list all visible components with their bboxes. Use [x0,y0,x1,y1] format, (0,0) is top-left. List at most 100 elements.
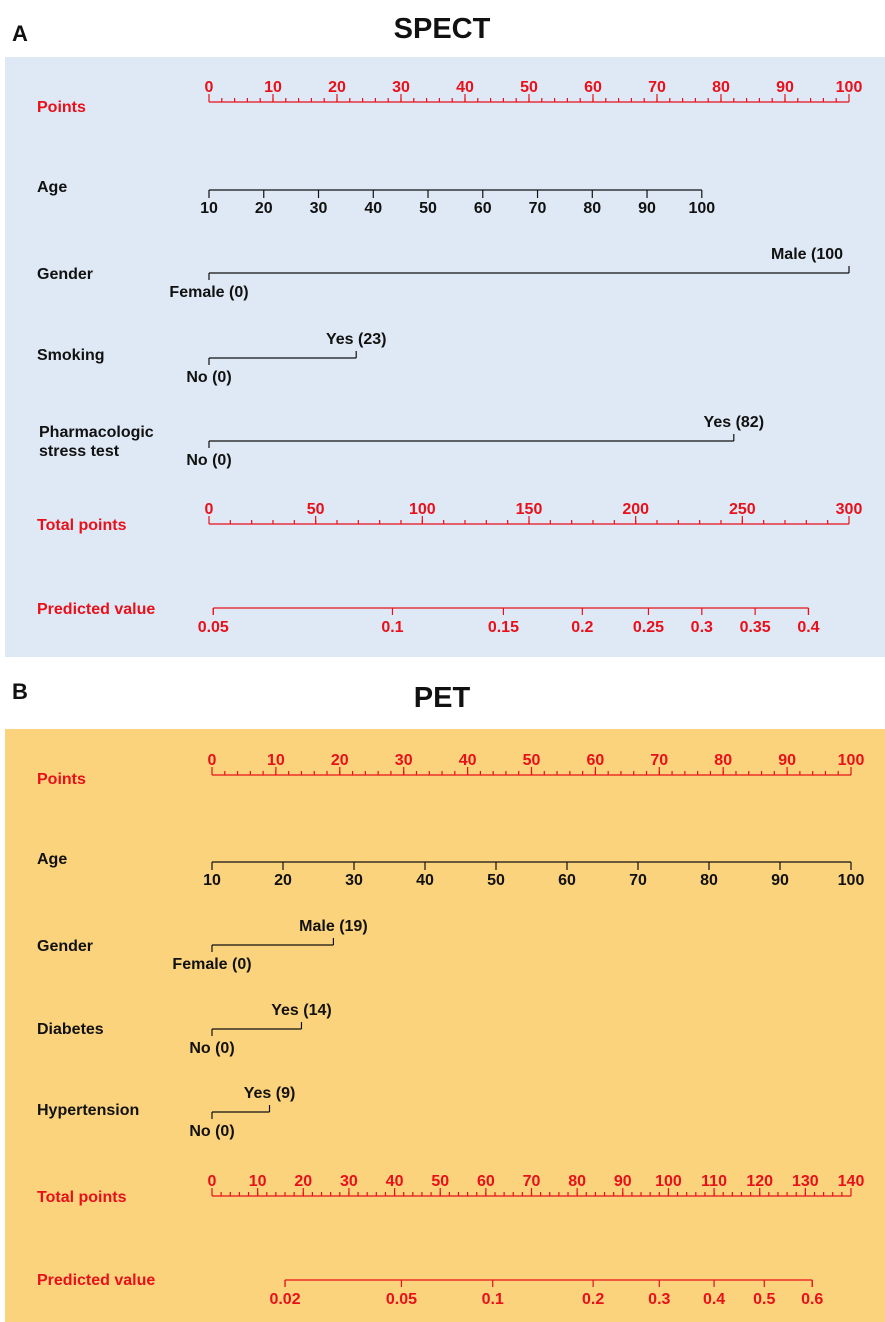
spect-gender-high-label: Male (100 [771,246,843,263]
spect-predicted-value-tick-label: 0.25 [633,619,664,636]
spect-pharmacologic-stress-test-label-line2: stress test [39,443,120,460]
spect-age-tick-label: 30 [310,200,328,217]
pet-total-points-tick-label: 70 [523,1173,541,1190]
pet-total-points-tick-label: 0 [208,1173,217,1190]
spect-age-tick-label: 90 [638,200,656,217]
spect-pharmacologic-stress-test-high-label: Yes (82) [704,414,764,431]
pet-age-tick-label: 100 [838,872,865,889]
pet-points-tick-label: 100 [838,752,865,769]
pet-total-points-tick-label: 40 [386,1173,404,1190]
pet-points-tick-label: 40 [459,752,477,769]
spect-total-points-tick-label: 250 [729,501,756,518]
spect-total-points-label: Total points [37,517,127,534]
pet-points-tick-label: 80 [714,752,732,769]
pet-predicted-value-tick-label: 0.02 [269,1291,300,1308]
pet-predicted-value-tick-label: 0.05 [386,1291,417,1308]
pet-points-tick-label: 60 [587,752,605,769]
spect-pharmacologic-stress-test-low-label: No (0) [186,452,231,469]
pet-total-points-tick-label: 110 [701,1173,727,1190]
pet-title: PET [414,682,471,714]
pet-hypertension-label: Hypertension [37,1102,139,1119]
pet-total-points-tick-label: 120 [746,1173,773,1190]
pet-age-tick-label: 20 [274,872,292,889]
pet-diabetes-low-label: No (0) [189,1040,234,1057]
spect-points-tick-label: 90 [776,79,794,96]
pet-age-tick-label: 70 [629,872,647,889]
spect-age-tick-label: 80 [583,200,601,217]
pet-total-points-tick-label: 100 [655,1173,682,1190]
spect-age-label: Age [37,179,67,196]
pet-predicted-value-tick-label: 0.5 [753,1291,775,1308]
spect-panel-background [5,57,885,657]
spect-points-label: Points [37,99,86,116]
pet-total-points-tick-label: 10 [249,1173,267,1190]
spect-total-points-tick-label: 50 [307,501,325,518]
spect-points-tick-label: 30 [392,79,410,96]
spect-predicted-value-tick-label: 0.2 [571,619,593,636]
pet-points-tick-label: 0 [208,752,217,769]
pet-points-label: Points [37,771,86,788]
pet-total-points-tick-label: 130 [792,1173,819,1190]
pet-total-points-label: Total points [37,1189,127,1206]
spect-age-tick-label: 40 [364,200,382,217]
pet-age-tick-label: 80 [700,872,718,889]
pet-predicted-value-tick-label: 0.6 [801,1291,823,1308]
pet-total-points-tick-label: 80 [568,1173,586,1190]
pet-total-points-tick-label: 60 [477,1173,495,1190]
spect-points-tick-label: 20 [328,79,346,96]
spect-predicted-value-label: Predicted value [37,601,155,618]
pet-total-points-tick-label: 30 [340,1173,358,1190]
pet-age-tick-label: 40 [416,872,434,889]
spect-points-tick-label: 10 [264,79,282,96]
spect-age-tick-label: 20 [255,200,273,217]
spect-gender-low-label: Female (0) [169,284,248,301]
pet-total-points-tick-label: 50 [431,1173,449,1190]
pet-age-tick-label: 10 [203,872,221,889]
spect-age-tick-label: 60 [474,200,492,217]
pet-predicted-value-tick-label: 0.1 [482,1291,504,1308]
spect-points-tick-label: 80 [712,79,730,96]
pet-predicted-value-tick-label: 0.3 [648,1291,670,1308]
spect-pharmacologic-stress-test-label: Pharmacologic [39,424,154,441]
spect-points-tick-label: 50 [520,79,538,96]
spect-predicted-value-tick-label: 0.1 [381,619,403,636]
spect-age-tick-label: 50 [419,200,437,217]
pet-predicted-value-label: Predicted value [37,1272,155,1289]
pet-points-tick-label: 20 [331,752,349,769]
spect-predicted-value-tick-label: 0.3 [691,619,713,636]
spect-age-tick-label: 100 [688,200,715,217]
spect-age-tick-label: 70 [529,200,547,217]
spect-total-points-tick-label: 300 [836,501,863,518]
spect-predicted-value-tick-label: 0.15 [488,619,519,636]
pet-points-tick-label: 50 [523,752,541,769]
pet-age-tick-label: 60 [558,872,576,889]
pet-age-tick-label: 50 [487,872,505,889]
pet-total-points-tick-label: 140 [838,1173,865,1190]
pet-age-tick-label: 30 [345,872,363,889]
pet-gender-high-label: Male (19) [299,918,367,935]
pet-age-label: Age [37,851,67,868]
spect-predicted-value-tick-label: 0.35 [740,619,771,636]
pet-diabetes-high-label: Yes (14) [271,1002,331,1019]
spect-total-points-tick-label: 0 [205,501,214,518]
pet-hypertension-low-label: No (0) [189,1123,234,1140]
panel-label-b: B [12,679,28,704]
spect-points-tick-label: 40 [456,79,474,96]
pet-points-tick-label: 10 [267,752,285,769]
pet-points-tick-label: 70 [650,752,668,769]
pet-diabetes-label: Diabetes [37,1021,104,1038]
spect-total-points-tick-label: 200 [622,501,649,518]
pet-age-tick-label: 90 [771,872,789,889]
pet-gender-low-label: Female (0) [172,956,251,973]
pet-predicted-value-tick-label: 0.2 [582,1291,604,1308]
spect-smoking-high-label: Yes (23) [326,331,386,348]
pet-total-points-tick-label: 20 [294,1173,312,1190]
spect-total-points-tick-label: 100 [409,501,436,518]
spect-smoking-low-label: No (0) [186,369,231,386]
panel-label-a: A [12,21,28,46]
pet-gender-label: Gender [37,938,93,955]
pet-panel-background [5,729,885,1322]
spect-predicted-value-tick-label: 0.4 [797,619,819,636]
